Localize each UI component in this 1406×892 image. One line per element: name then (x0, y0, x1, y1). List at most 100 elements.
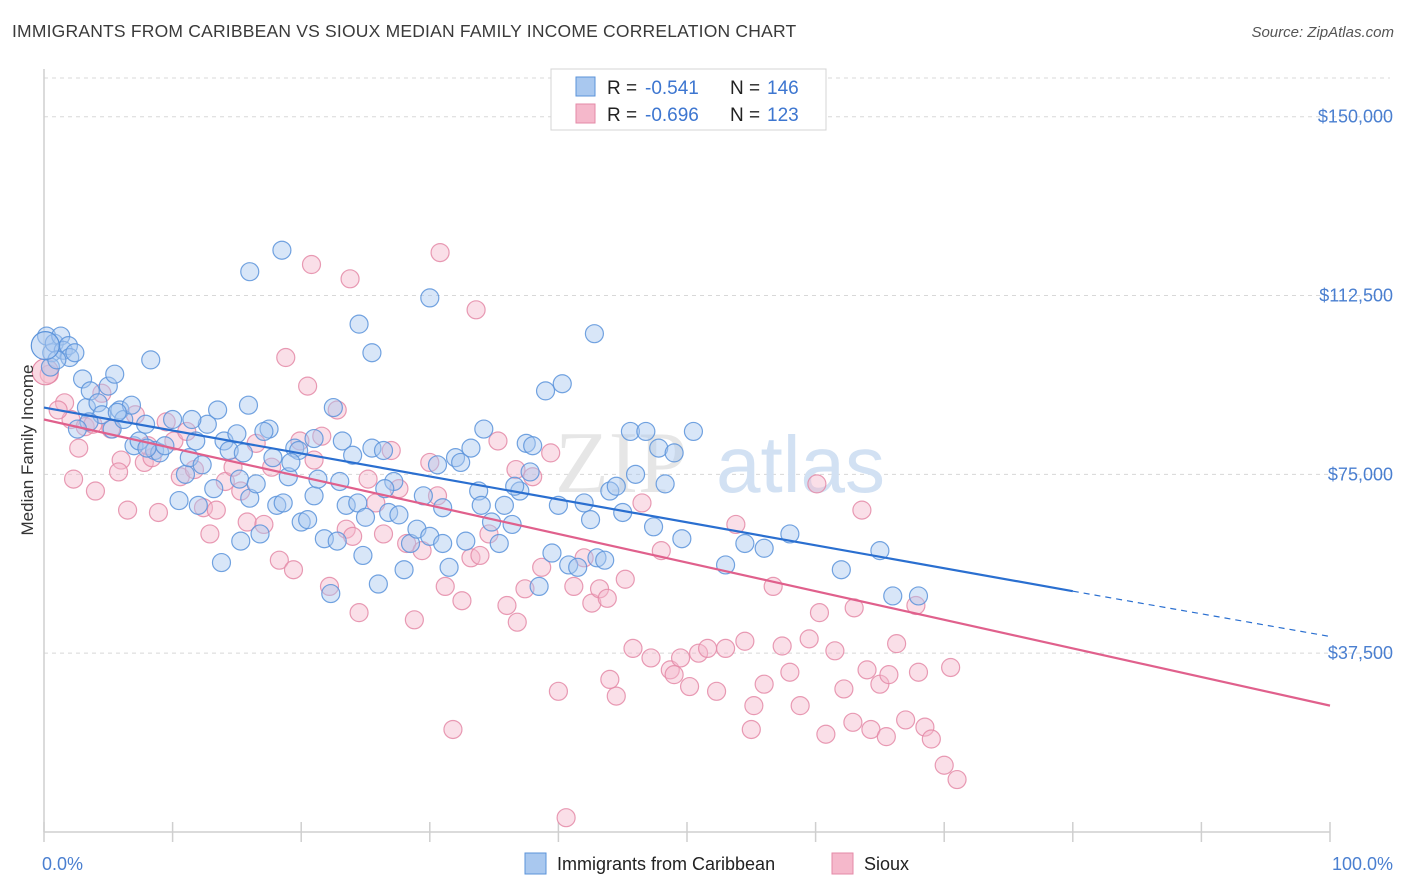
sioux-point (358, 469, 378, 489)
caribbean-point (427, 455, 448, 475)
sioux-point (799, 629, 819, 649)
sioux-point (298, 376, 318, 396)
sioux-point (670, 648, 691, 668)
legend-n-value-blue: 146 (767, 78, 799, 99)
bottom-legend-label-blue: Immigrants from Caribbean (557, 854, 775, 874)
correlation-legend: R = -0.541 N = 146 R = -0.696 N = 123 (550, 68, 827, 131)
caribbean-point (298, 510, 318, 530)
caribbean-point (471, 495, 491, 515)
caribbean-point (643, 517, 664, 537)
caribbean-point (321, 583, 341, 604)
legend-r-label-pink: R = (607, 105, 637, 126)
caribbean-point (908, 586, 929, 606)
caribbean-point (355, 507, 376, 527)
sioux-point (941, 657, 961, 678)
sioux-point (641, 648, 661, 668)
caribbean-point (141, 350, 161, 370)
chart-title: IMMIGRANTS FROM CARIBBEAN VS SIOUX MEDIA… (12, 21, 797, 41)
caribbean-point (606, 476, 626, 496)
caribbean-point (110, 400, 130, 420)
sioux-point (506, 459, 526, 480)
sioux-point (108, 462, 129, 482)
caribbean-point (175, 464, 196, 484)
caribbean-point (30, 330, 60, 361)
watermark-atlas: atlas (716, 420, 885, 509)
sioux-point (541, 443, 561, 463)
caribbean-point (208, 400, 228, 420)
caribbean-point (336, 495, 356, 515)
sioux-point (164, 431, 184, 451)
sioux-point (301, 254, 322, 275)
sioux-point (148, 502, 169, 523)
caribbean-point (240, 262, 260, 282)
caribbean-point (456, 531, 476, 551)
caribbean-point (595, 550, 615, 570)
sioux-point (632, 493, 652, 513)
sioux-point (706, 681, 727, 701)
caribbean-point (529, 576, 549, 597)
bottom-legend-label-pink: Sioux (864, 854, 909, 874)
sioux-point (564, 576, 584, 597)
caribbean-point (362, 343, 382, 363)
sioux-point (404, 610, 424, 630)
sioux-point (507, 612, 527, 632)
sioux-point (479, 524, 499, 544)
caribbean-point (72, 369, 93, 389)
sioux-point (741, 719, 761, 740)
caribbean-point (587, 548, 607, 568)
y-tick-label: $75,000 (1328, 464, 1393, 484)
sioux-point (92, 383, 112, 403)
sioux-point (117, 500, 138, 520)
sioux-point (861, 719, 881, 740)
caribbean-point (169, 490, 189, 511)
sioux-point (200, 524, 220, 544)
caribbean-point (233, 443, 253, 463)
caribbean-point (542, 543, 562, 563)
sioux-point (600, 669, 620, 690)
caribbean-point (636, 421, 656, 442)
sioux-point (373, 524, 394, 544)
caribbean-point (259, 419, 279, 439)
sioux-point (688, 643, 709, 663)
caribbean-point (655, 474, 675, 494)
sioux-point (63, 469, 84, 489)
caribbean-point (273, 493, 293, 513)
caribbean-point (192, 455, 212, 475)
sioux-point (915, 717, 935, 737)
caribbean-point (368, 574, 388, 594)
caribbean-point (620, 421, 641, 442)
sioux-point (443, 719, 463, 740)
caribbean-point (229, 469, 250, 489)
legend-swatch-blue (575, 76, 596, 97)
y-tick-label: $112,500 (1319, 286, 1393, 306)
legend-n-label-blue: N = (730, 78, 760, 99)
sioux-point (381, 440, 401, 461)
caribbean-point (883, 586, 903, 606)
sioux-point (615, 569, 635, 589)
caribbean-point (584, 324, 605, 344)
caribbean-point (182, 409, 202, 430)
series-legend: Immigrants from Caribbean Sioux (524, 852, 909, 875)
sioux-point (744, 696, 764, 716)
caribbean-point (520, 462, 540, 482)
caribbean-point (250, 524, 270, 544)
caribbean-point (105, 364, 125, 384)
caribbean-point (373, 440, 394, 461)
caribbean-points (30, 240, 929, 606)
sioux-point (515, 579, 535, 599)
y-tick-label: $37,500 (1328, 643, 1393, 663)
caribbean-point (672, 529, 692, 549)
caribbean-point (461, 438, 481, 458)
caribbean-point (494, 495, 514, 515)
sioux-point (597, 588, 617, 608)
legend-swatch-pink (575, 103, 596, 124)
caribbean-point (420, 288, 440, 308)
legend-r-label-blue: R = (607, 78, 637, 99)
sioux-point (807, 474, 827, 494)
sioux-points (31, 242, 967, 828)
caribbean-point (831, 560, 851, 580)
caribbean-point (664, 443, 684, 463)
watermark: ZIP atlas (555, 415, 885, 512)
sioux-point (735, 631, 755, 651)
